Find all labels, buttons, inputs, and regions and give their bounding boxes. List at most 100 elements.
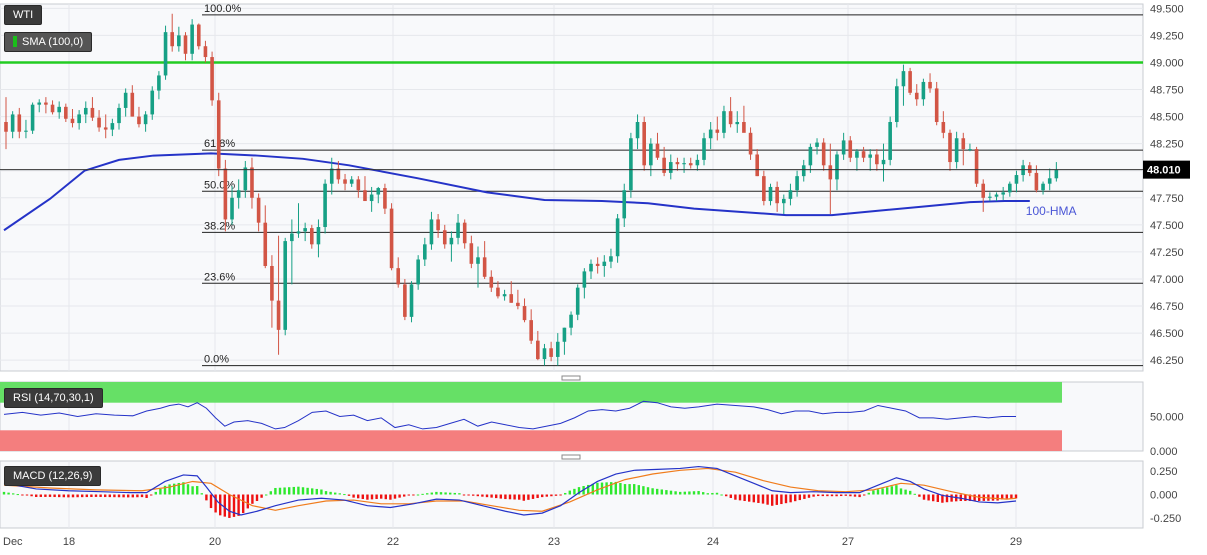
candle-up [901,71,906,87]
symbol-text: WTI [13,9,34,21]
candle-up [409,284,414,317]
candle-up [895,86,899,123]
axes: 49.500 49.250 49.000 48.750 48.500 48.250 48.0… [3,3,1190,548]
candle-down [482,257,487,277]
rsi-legend-text: RSI (14,70,30,1) [13,392,94,404]
macd-histogram-bar-negative [232,494,236,517]
macd-histogram-bar-positive [702,492,705,495]
macd-histogram-bar-negative [140,494,144,498]
macd-histogram-bar-positive [633,484,636,495]
candle-down [223,168,228,220]
macd-histogram-bar-negative [968,494,972,502]
candle-down [688,163,693,166]
candle-down [536,340,540,360]
macd-histogram-bar-negative [35,494,38,497]
date-tick-label: 22 [387,536,399,548]
price-tick-label: 49.500 [1150,3,1184,15]
macd-histogram-bar-negative [531,494,535,499]
macd-histogram-bar-negative [504,494,507,500]
candle-down [210,57,214,101]
macd-histogram-bar-negative [964,494,967,502]
macd-histogram-bar-positive [656,488,659,495]
macd-histogram-bar-positive [660,489,663,495]
candle-up [143,114,148,125]
macd-histogram-bar-negative [389,494,392,500]
macd-histogram-bar-positive [867,492,870,495]
macd-histogram-bar-positive [338,493,341,495]
macd-histogram-bar-positive [426,493,429,495]
macd-histogram-bar-negative [780,494,783,505]
candle-up [456,222,460,238]
macd-histogram-bar-negative [840,494,843,497]
candle-up [303,228,307,232]
candle-up [954,138,959,163]
macd-histogram-bar-negative [108,494,111,498]
candle-down [256,197,261,223]
price-tick-label: 47.500 [1150,220,1184,232]
macd-histogram-bar-negative [104,494,107,498]
price-tick-label: 48.500 [1150,112,1184,124]
macd-histogram-bar-negative [131,494,134,498]
candle-up [429,219,434,245]
macd-histogram-bar-positive [329,491,332,495]
macd-histogram-bar-negative [748,494,751,502]
candle-up [582,271,587,288]
price-tick-label: 47.000 [1150,274,1184,286]
macd-histogram-bar-negative [357,494,360,499]
candle-down [270,265,274,301]
candle-up [722,111,726,133]
macd-histogram-bar-negative [352,494,355,498]
macd-histogram-bar-negative [145,494,148,498]
candle-down [356,179,361,191]
macd-histogram-bar-negative [251,494,254,504]
macd-histogram-bar-negative [794,494,797,502]
price-tick-label: 46.750 [1150,301,1184,313]
candle-down [403,284,407,317]
candle-down [861,151,866,158]
fib-level-label: 50.0% [204,179,235,191]
candle-up [290,233,294,242]
candle-up [589,263,593,272]
candle-up [635,122,640,139]
candle-up [57,106,61,113]
sma-legend[interactable]: SMA (100,0) [4,32,93,52]
candle-down [196,24,201,47]
macd-histogram-bar-positive [458,493,461,495]
macd-histogram-bar-positive [186,484,190,495]
macd-histogram-bar-negative [996,494,999,501]
candle-up [150,90,155,115]
macd-tick-label: 0.250 [1150,466,1178,478]
macd-histogram-bar-positive [872,490,875,495]
candle-down [941,122,946,133]
macd-signal-line [3,467,1017,512]
macd-histogram-bar-positive [669,490,673,495]
macd-histogram-bar-negative [495,494,498,499]
macd-histogram-bar-positive [315,488,318,495]
candle-up [323,183,327,228]
candle-down [436,219,440,231]
macd-histogram-bar-negative [462,494,466,496]
date-tick-label: 29 [1010,536,1022,548]
symbol-label[interactable]: WTI [4,5,43,25]
rsi-legend[interactable]: RSI (14,70,30,1) [4,388,103,408]
macd-histogram-bar-negative [798,494,801,501]
candle-up [449,237,454,245]
macd-histogram-bar-negative [784,494,788,504]
macd-legend[interactable]: MACD (12,26,9) [4,466,102,486]
candle-up [702,138,706,160]
macd-histogram-bar-negative [518,494,521,500]
candle-down [914,92,919,100]
candle-up [1041,183,1045,191]
candle-up [1014,175,1019,184]
macd-histogram-bar-positive [430,492,433,495]
macd-histogram-bar-positive [311,488,314,495]
candle-down [509,294,514,303]
candle-up [329,168,334,184]
macd-histogram-bar-negative [559,494,562,496]
candle-down [389,208,394,269]
macd-histogram-bar-positive [320,489,323,495]
macd-histogram-bar-positive [334,492,337,495]
candle-up [921,81,926,100]
macd-histogram-bar-positive [297,486,300,495]
